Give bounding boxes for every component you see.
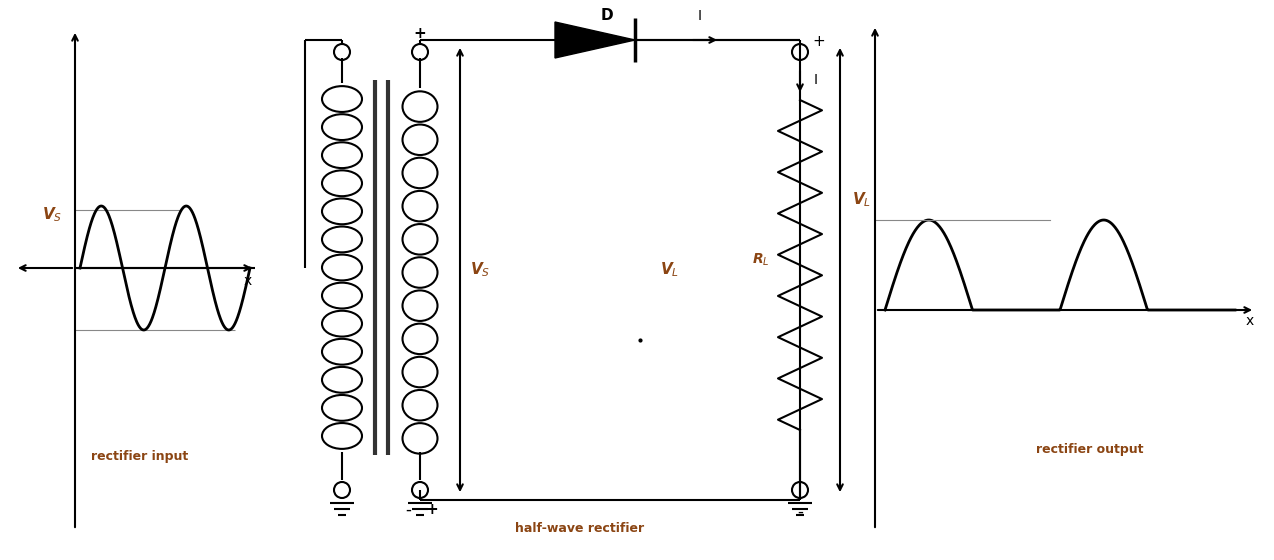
Text: V$_L$: V$_L$ (660, 260, 679, 279)
Text: V$_L$: V$_L$ (852, 190, 871, 209)
Text: x: x (1246, 314, 1254, 328)
Text: +: + (426, 502, 438, 517)
Text: rectifier input: rectifier input (92, 450, 189, 463)
Text: I: I (698, 9, 702, 23)
Text: V$_S$: V$_S$ (470, 260, 490, 279)
Text: +: + (812, 35, 824, 49)
Text: half-wave rectifier: half-wave rectifier (516, 521, 645, 534)
Text: -: - (798, 503, 803, 521)
Text: R$_L$: R$_L$ (753, 252, 769, 268)
Text: V$_S$: V$_S$ (42, 206, 62, 225)
Polygon shape (555, 22, 634, 58)
Text: +: + (414, 26, 427, 40)
Text: -: - (405, 501, 412, 519)
Text: I: I (814, 73, 818, 87)
Text: x: x (243, 274, 252, 288)
Text: rectifier output: rectifier output (1036, 444, 1144, 456)
Text: D: D (600, 7, 613, 22)
